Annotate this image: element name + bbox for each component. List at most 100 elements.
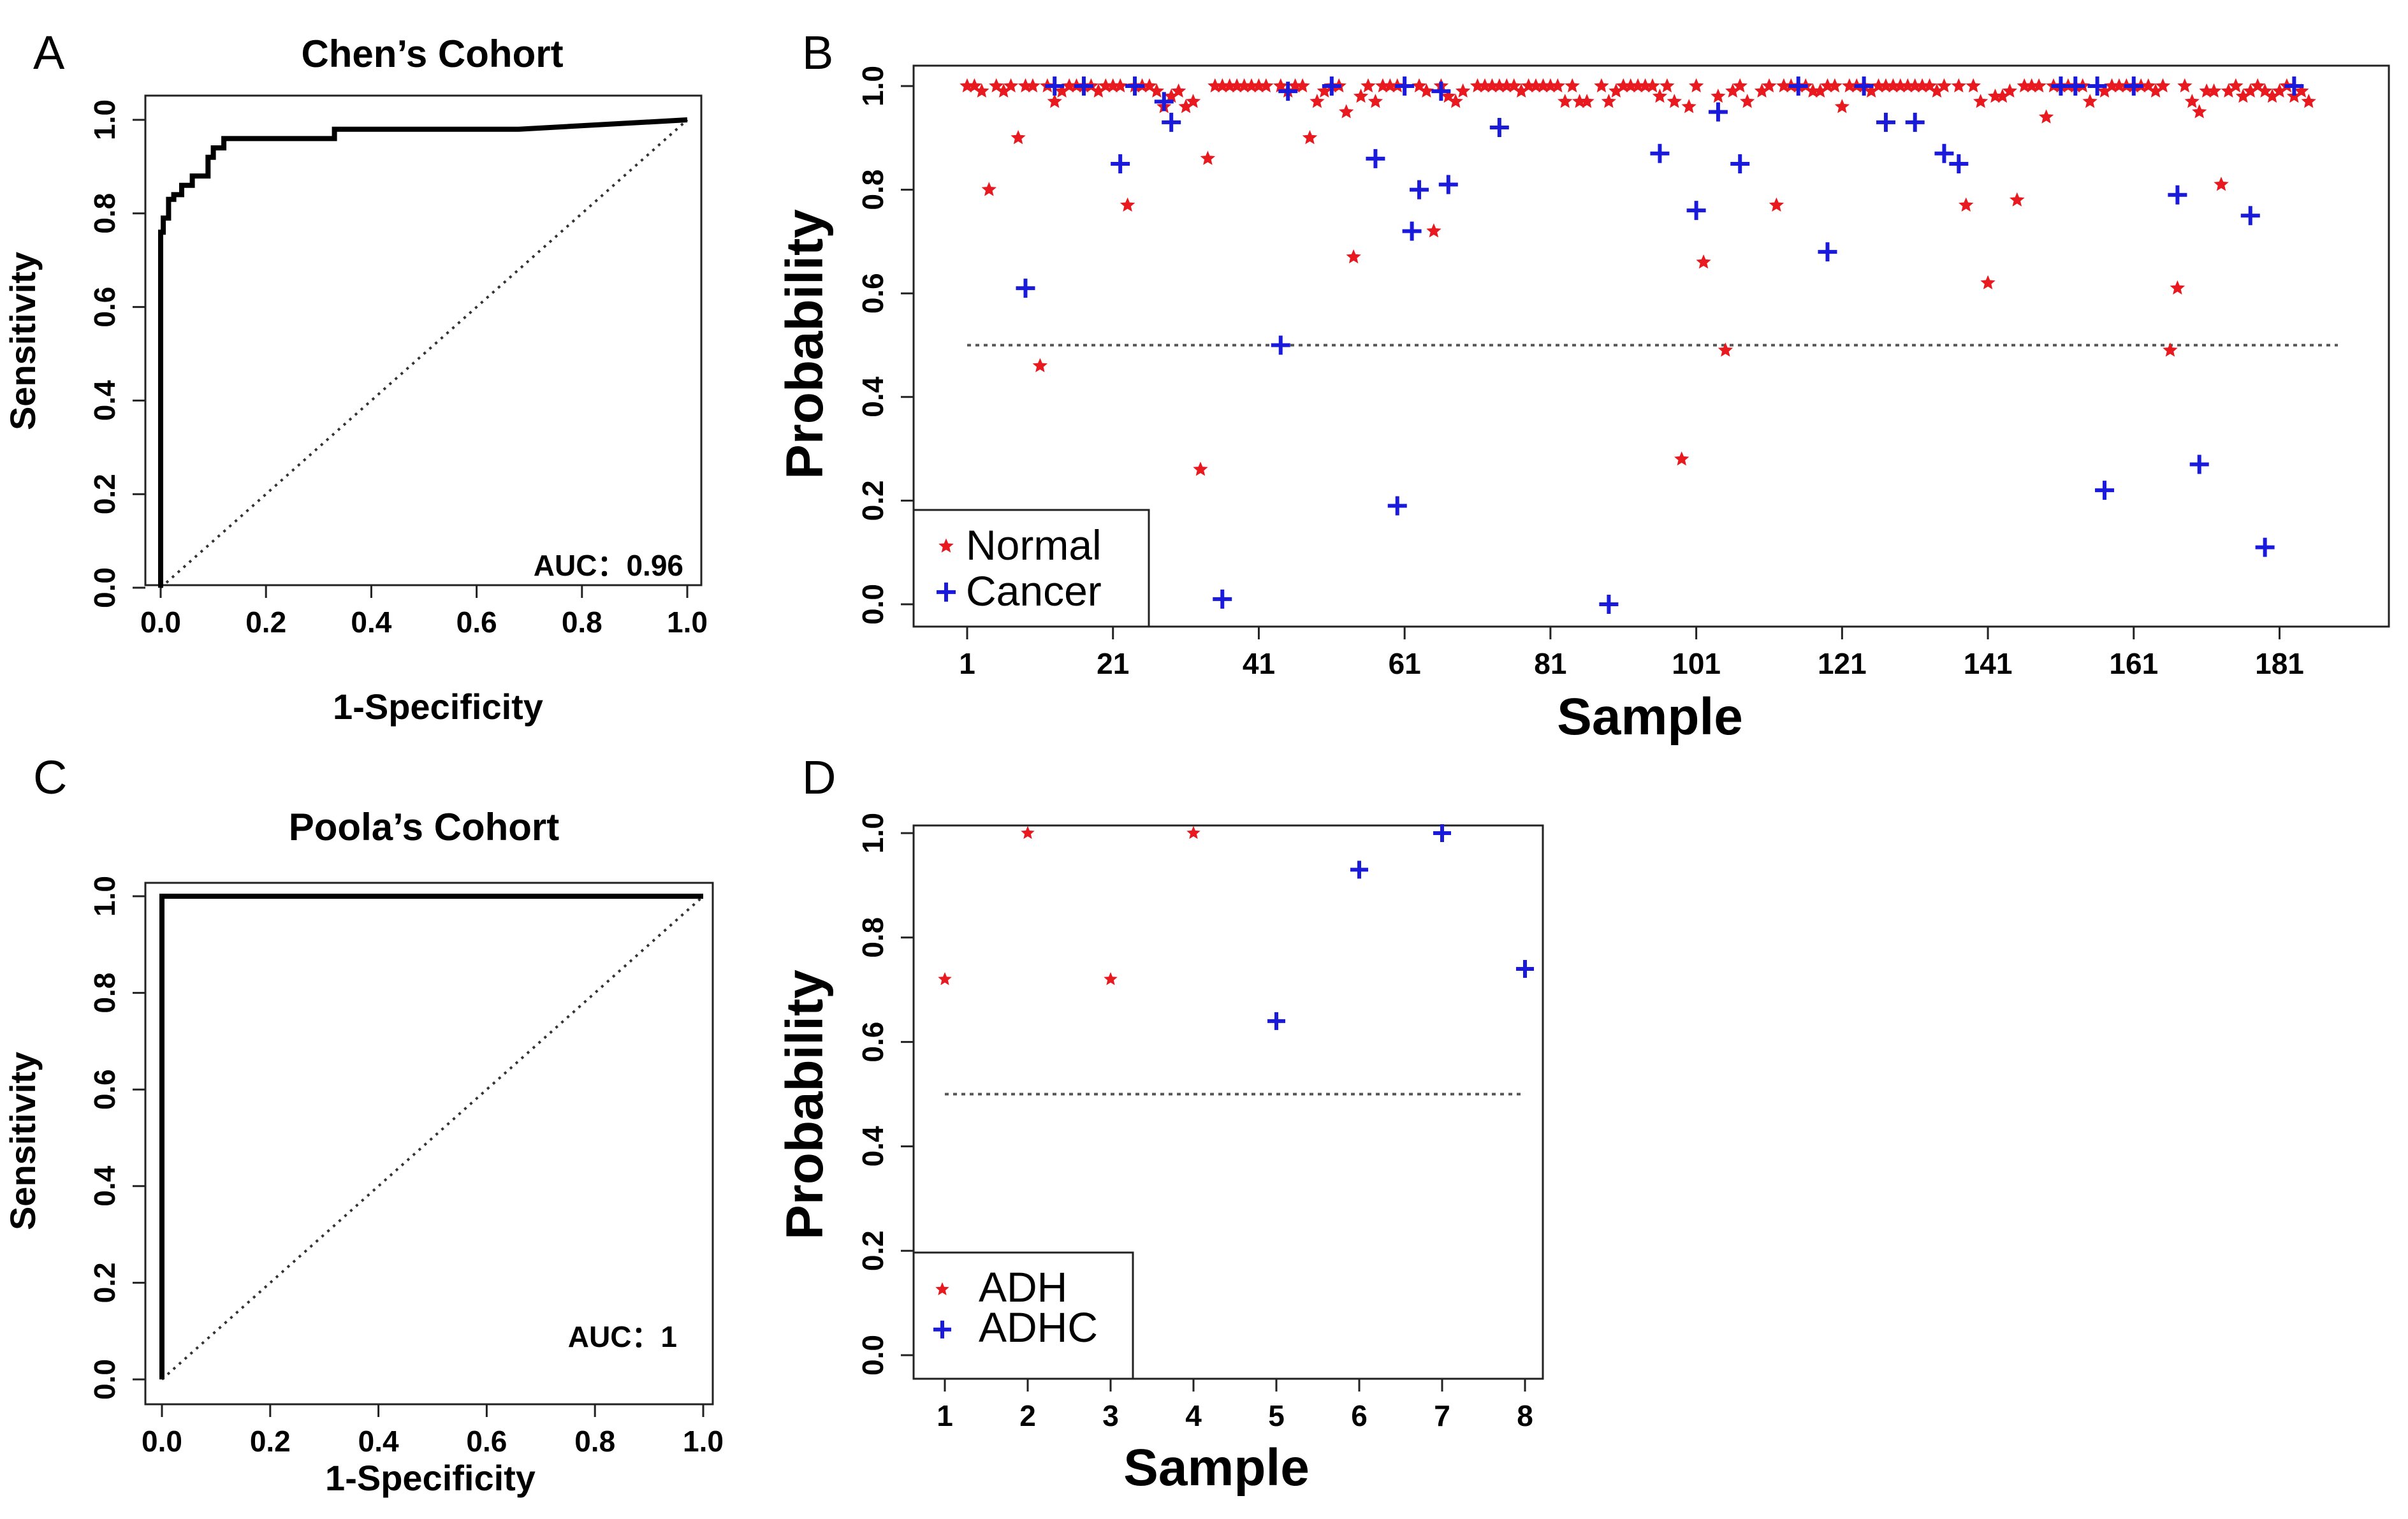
y-tick-label: 0.2 bbox=[88, 1262, 121, 1303]
y-tick-label: 0.4 bbox=[856, 376, 889, 417]
normal-point-star bbox=[1120, 197, 1135, 212]
x-tick-label: 2 bbox=[1019, 1399, 1036, 1432]
x-tick-label: 6 bbox=[1351, 1399, 1368, 1432]
normal-point-star bbox=[1959, 197, 1974, 212]
normal-point-star bbox=[1674, 451, 1689, 466]
plot-frame bbox=[912, 64, 2390, 628]
y-tick-label: 1.0 bbox=[856, 66, 889, 106]
normal-point-star bbox=[1980, 275, 1996, 289]
normal-point-star bbox=[1550, 78, 1566, 92]
y-tick-label: 0.2 bbox=[856, 1230, 889, 1271]
y-tick-label: 0.2 bbox=[856, 480, 889, 521]
normal-point-star bbox=[1455, 83, 1471, 98]
y-axis-label: Sensitivity bbox=[3, 252, 43, 430]
normal-point-star bbox=[1171, 83, 1186, 98]
normal-point-star bbox=[1667, 94, 1682, 108]
normal-point-star bbox=[2301, 94, 2316, 108]
cancer-point-plus bbox=[1686, 201, 1706, 221]
cancer-point-plus bbox=[1395, 76, 1415, 96]
panel-b-scatter: B0.00.20.40.60.81.01 21 41 61 81 101 121 141 161… bbox=[776, 26, 2390, 746]
normal-point-star bbox=[1113, 78, 1128, 92]
cancer-point-plus bbox=[1074, 76, 1093, 96]
cancer-point-plus bbox=[1876, 112, 1895, 132]
normal-point-star bbox=[1565, 78, 1580, 92]
normal-point-star bbox=[1936, 78, 1952, 92]
normal-point-star bbox=[1193, 462, 1208, 476]
normal-point-star bbox=[1696, 254, 1711, 269]
normal-point-star bbox=[1652, 88, 1668, 103]
chart-title: Chen’s Cohort bbox=[301, 33, 563, 75]
plot-frame bbox=[144, 94, 703, 586]
normal-point-star bbox=[1185, 94, 1201, 108]
cancer-point-plus bbox=[2240, 206, 2260, 226]
normal-point-star bbox=[1762, 78, 1777, 92]
reference-diagonal bbox=[159, 119, 689, 589]
normal-point-star bbox=[1834, 99, 1850, 113]
cancer-point-plus bbox=[1125, 76, 1145, 96]
y-tick-label: 0.4 bbox=[88, 380, 121, 421]
legend-box bbox=[914, 1251, 1134, 1379]
y-tick-label: 1.0 bbox=[856, 813, 889, 854]
normal-point-star bbox=[1011, 130, 1026, 145]
normal-point-star bbox=[1032, 358, 1048, 372]
panel-letter: D bbox=[802, 751, 836, 804]
normal-point-star bbox=[1951, 78, 1967, 92]
y-tick-label: 0.8 bbox=[856, 170, 889, 210]
normal-point-star bbox=[1419, 83, 1434, 98]
roc-curve bbox=[158, 117, 688, 588]
x-tick-label: 0.0 bbox=[142, 1425, 182, 1458]
auc-annotation: AUC：1 bbox=[568, 1320, 677, 1353]
cancer-point-plus bbox=[2255, 537, 2275, 557]
panel-letter: C bbox=[33, 751, 67, 804]
x-tick-label: 3 bbox=[1102, 1399, 1119, 1432]
normal-point-star bbox=[1681, 99, 1697, 113]
normal-point-star bbox=[2184, 94, 2200, 108]
normal-point-star bbox=[1660, 78, 1675, 92]
adh-point-star bbox=[1104, 971, 1118, 985]
cancer-point-plus bbox=[1271, 335, 1290, 355]
y-tick-label: 0.6 bbox=[88, 287, 121, 328]
panel-letter: B bbox=[802, 26, 833, 79]
cancer-point-plus bbox=[1387, 496, 1407, 516]
x-tick-label: 8 bbox=[1517, 1399, 1533, 1432]
cancer-point-plus bbox=[1213, 589, 1232, 609]
cancer-point-plus bbox=[2124, 76, 2143, 96]
normal-point-star bbox=[1579, 94, 1594, 108]
legend-star-marker bbox=[938, 538, 954, 553]
x-axis-label: 1-Specificity bbox=[333, 687, 543, 727]
x-tick-label: 101 bbox=[1672, 647, 1721, 680]
cancer-point-plus bbox=[1730, 154, 1750, 173]
cancer-point-plus bbox=[1162, 112, 1181, 132]
normal-point-star bbox=[2294, 83, 2309, 98]
y-tick-label: 0.8 bbox=[856, 917, 889, 958]
normal-point-star bbox=[2155, 78, 2171, 92]
normal-point-star bbox=[1047, 94, 1062, 108]
y-tick-label: 0.8 bbox=[88, 973, 121, 1014]
y-tick-label: 0.6 bbox=[856, 273, 889, 314]
y-tick-label: 1.0 bbox=[88, 876, 121, 917]
y-tick-label: 0.6 bbox=[88, 1069, 121, 1110]
normal-point-star bbox=[981, 182, 997, 196]
normal-point-star bbox=[1149, 83, 1165, 98]
cancer-point-plus bbox=[1438, 175, 1458, 194]
adhc-point-plus bbox=[1516, 959, 1534, 978]
y-tick-label: 0.4 bbox=[856, 1126, 889, 1167]
cancer-point-plus bbox=[1322, 76, 1341, 96]
cancer-point-plus bbox=[1905, 112, 1925, 132]
panel-letter: A bbox=[33, 26, 65, 79]
normal-point-star bbox=[1295, 78, 1310, 92]
normal-point-star bbox=[2010, 192, 2025, 207]
normal-point-star bbox=[1732, 78, 1748, 92]
x-tick-label: 0.8 bbox=[562, 606, 602, 639]
cancer-point-plus bbox=[1045, 76, 1065, 96]
normal-point-star bbox=[1302, 129, 1318, 145]
normal-point-star bbox=[2163, 342, 2178, 357]
chart-title: Poola’s Cohort bbox=[289, 806, 559, 848]
cancer-point-plus bbox=[1278, 82, 1298, 101]
legend-plus-marker bbox=[933, 1320, 951, 1339]
normal-point-star bbox=[1310, 94, 1325, 108]
legend-plus-marker bbox=[937, 582, 956, 602]
normal-point-star bbox=[2192, 104, 2207, 119]
normal-point-star bbox=[1426, 223, 1441, 238]
y-tick-label: 0.0 bbox=[856, 1335, 889, 1376]
